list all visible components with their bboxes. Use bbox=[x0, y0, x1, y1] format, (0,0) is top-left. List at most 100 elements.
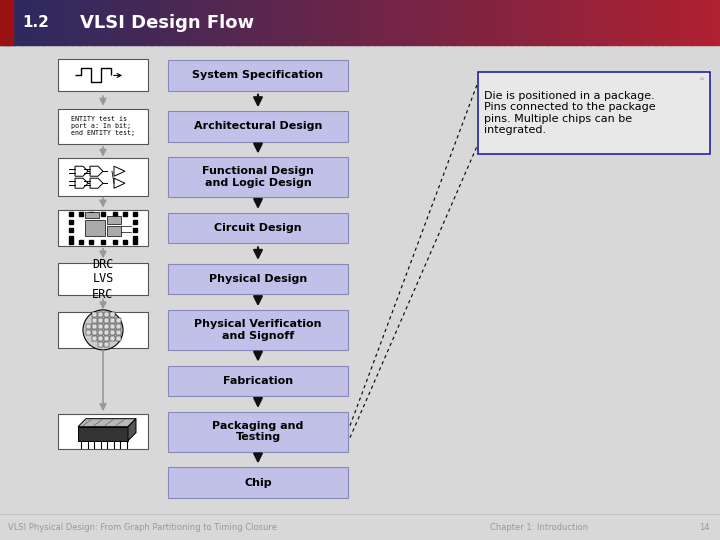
Polygon shape bbox=[75, 166, 88, 176]
Bar bbox=[110, 336, 115, 341]
Bar bbox=[86, 330, 91, 335]
Bar bbox=[168, 412, 348, 451]
Bar bbox=[396, 0, 404, 45]
Bar bbox=[92, 324, 97, 329]
Bar bbox=[238, 0, 246, 45]
Bar bbox=[288, 0, 296, 45]
Bar bbox=[346, 0, 354, 45]
Bar bbox=[130, 0, 138, 45]
Bar bbox=[446, 0, 454, 45]
Bar bbox=[626, 0, 634, 45]
Bar bbox=[94, 0, 102, 45]
Bar bbox=[439, 0, 447, 45]
Bar bbox=[110, 330, 115, 335]
Bar bbox=[158, 0, 166, 45]
Bar bbox=[98, 336, 103, 341]
Bar bbox=[677, 0, 685, 45]
Bar bbox=[302, 0, 310, 45]
Text: ∞: ∞ bbox=[698, 76, 704, 82]
Bar bbox=[619, 0, 627, 45]
Text: Architectural Design: Architectural Design bbox=[194, 122, 322, 131]
Bar bbox=[540, 0, 548, 45]
Bar bbox=[116, 318, 121, 323]
Bar bbox=[634, 0, 642, 45]
Bar bbox=[209, 0, 217, 45]
Text: VLSI Design Flow: VLSI Design Flow bbox=[80, 14, 254, 31]
Bar bbox=[367, 0, 375, 45]
Bar bbox=[202, 0, 210, 45]
Bar bbox=[168, 310, 348, 350]
Bar bbox=[562, 0, 570, 45]
Bar bbox=[0, 0, 13, 45]
Text: System Specification: System Specification bbox=[192, 70, 323, 80]
Bar bbox=[58, 211, 148, 246]
Bar bbox=[85, 220, 105, 236]
Bar bbox=[29, 0, 37, 45]
Bar bbox=[598, 0, 606, 45]
Bar bbox=[173, 0, 181, 45]
Bar bbox=[168, 467, 348, 498]
Polygon shape bbox=[90, 166, 103, 176]
Bar bbox=[475, 0, 483, 45]
Bar bbox=[92, 330, 97, 335]
Bar bbox=[58, 158, 148, 197]
Bar bbox=[706, 0, 714, 45]
Bar bbox=[223, 0, 231, 45]
Bar bbox=[590, 0, 598, 45]
Bar bbox=[194, 0, 202, 45]
Bar bbox=[310, 0, 318, 45]
Bar bbox=[168, 157, 348, 197]
Bar bbox=[490, 0, 498, 45]
Bar bbox=[259, 0, 267, 45]
Bar bbox=[137, 0, 145, 45]
Bar bbox=[684, 0, 692, 45]
Bar bbox=[576, 0, 584, 45]
Bar bbox=[58, 312, 148, 348]
Bar bbox=[58, 59, 148, 91]
Bar bbox=[425, 0, 433, 45]
Bar bbox=[180, 0, 188, 45]
Bar bbox=[108, 0, 116, 45]
Bar bbox=[662, 0, 670, 45]
Bar bbox=[338, 0, 346, 45]
Bar bbox=[547, 0, 555, 45]
Bar bbox=[58, 263, 148, 295]
Bar bbox=[104, 330, 109, 335]
Bar bbox=[144, 0, 152, 45]
Bar bbox=[110, 318, 115, 323]
Bar bbox=[554, 0, 562, 45]
Bar bbox=[65, 0, 73, 45]
Bar bbox=[92, 312, 97, 317]
Bar bbox=[98, 312, 103, 317]
Bar bbox=[168, 264, 348, 294]
Bar bbox=[72, 0, 80, 45]
Bar bbox=[104, 336, 109, 341]
Bar bbox=[410, 0, 418, 45]
Bar bbox=[58, 414, 148, 449]
Bar bbox=[569, 0, 577, 45]
Polygon shape bbox=[114, 166, 125, 176]
Bar bbox=[86, 0, 94, 45]
Bar bbox=[360, 0, 368, 45]
Bar bbox=[454, 0, 462, 45]
Polygon shape bbox=[114, 178, 125, 188]
Bar bbox=[482, 0, 490, 45]
Bar bbox=[98, 330, 103, 335]
Bar bbox=[58, 0, 66, 45]
Bar bbox=[92, 336, 97, 341]
Bar bbox=[655, 0, 663, 45]
Bar bbox=[216, 0, 224, 45]
Bar bbox=[324, 0, 332, 45]
Bar bbox=[295, 0, 303, 45]
Bar bbox=[403, 0, 411, 45]
Bar bbox=[7, 0, 15, 45]
Bar bbox=[468, 0, 476, 45]
Bar bbox=[116, 324, 121, 329]
Bar bbox=[526, 0, 534, 45]
Bar bbox=[583, 0, 591, 45]
Bar bbox=[245, 0, 253, 45]
Bar bbox=[648, 0, 656, 45]
Bar bbox=[86, 324, 91, 329]
Text: Fabrication: Fabrication bbox=[223, 376, 293, 386]
Bar bbox=[518, 0, 526, 45]
